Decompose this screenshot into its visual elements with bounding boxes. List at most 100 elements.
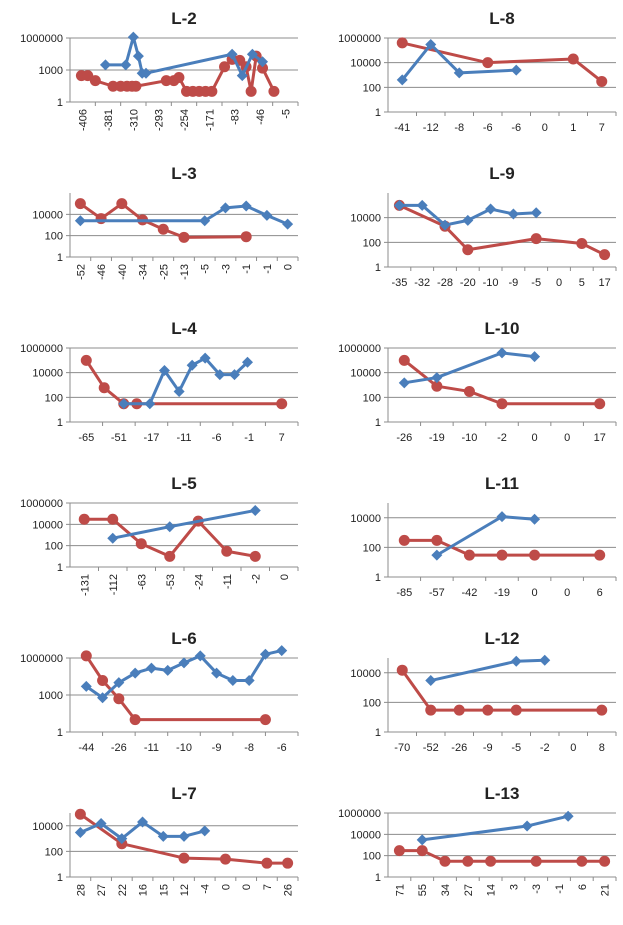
red-point	[282, 857, 294, 869]
x-tick-label: -26	[111, 742, 127, 754]
blue-point	[186, 359, 198, 371]
red-point	[425, 704, 437, 716]
x-tick-label: 71	[394, 884, 406, 896]
y-tick-label: 100	[363, 542, 381, 554]
x-tick-label: 7	[279, 432, 285, 444]
y-tick-label: 100	[45, 392, 63, 404]
x-tick-label: -24	[193, 574, 205, 590]
red-point	[398, 534, 410, 546]
blue-point	[80, 680, 92, 692]
y-tick-label: 1	[57, 872, 63, 884]
y-tick-label: 1000	[39, 65, 63, 77]
y-tick-label: 1	[375, 417, 381, 429]
x-tick-label: -52	[423, 742, 439, 754]
chart-svg: L-6 1 1000 1000000 -44 -26 -11 -10 -9 -8 -6	[20, 629, 299, 754]
blue-series-line	[430, 658, 545, 683]
x-tick-label: 15	[158, 884, 170, 896]
red-series-line	[401, 41, 603, 83]
red-point	[74, 198, 86, 210]
blue-point	[282, 218, 294, 230]
chart-panel: L-6 1 1000 1000000 -44 -26 -11 -10 -9 -8 -6	[0, 620, 300, 770]
blue-point	[120, 59, 132, 71]
y-tick-label: 10000	[350, 668, 381, 680]
blue-point	[507, 208, 519, 220]
chart-title: L-13	[485, 784, 520, 803]
chart-panel: L-3 1 100 10000 -52 -46 -40 -34 -25 -13 -5 -3 -1 -1 0	[0, 155, 300, 305]
chart-panel: L-12 1 100 10000 -70 -52 -26 -9 -5 -2 0 8	[318, 620, 618, 770]
red-point	[95, 213, 107, 225]
x-tick-label: 6	[597, 587, 603, 599]
red-point	[261, 857, 273, 869]
blue-point	[416, 834, 428, 846]
blue-point	[164, 521, 176, 533]
chart-title: L-12	[485, 629, 520, 648]
x-tick-label: -20	[460, 277, 476, 289]
chart-title: L-3	[171, 164, 197, 183]
x-tick-label: -8	[244, 742, 254, 754]
red-point	[98, 382, 110, 394]
red-point	[482, 704, 494, 716]
y-tick-label: 100	[363, 697, 381, 709]
blue-point	[425, 38, 437, 50]
chart-title: L-8	[489, 9, 515, 28]
y-tick-label: 1000000	[20, 33, 63, 45]
chart-svg: L-12 1 100 10000 -70 -52 -26 -9 -5 -2 0 8	[350, 629, 617, 754]
red-point	[78, 513, 90, 525]
x-tick-label: 8	[599, 742, 605, 754]
x-tick-label: 0	[283, 264, 295, 270]
blue-point	[144, 398, 156, 410]
x-tick-label: -35	[391, 277, 407, 289]
blue-point	[158, 364, 170, 376]
red-point	[129, 714, 141, 726]
red-point	[416, 845, 428, 857]
x-tick-label: -41	[394, 122, 410, 134]
red-point	[80, 650, 92, 662]
red-point	[268, 85, 280, 97]
y-tick-label: 100	[363, 237, 381, 249]
y-tick-label: 10000	[350, 513, 381, 525]
blue-point	[118, 398, 130, 410]
blue-point	[393, 199, 405, 211]
blue-point	[137, 816, 149, 828]
x-tick-label: 0	[564, 587, 570, 599]
chart-panel: L-8 1 100 10000 1000000 -41 -12 -8 -6 -6 0 1 7	[318, 0, 618, 150]
blue-series-line	[436, 515, 535, 557]
blue-point	[496, 511, 508, 523]
x-tick-label: -1	[554, 884, 566, 894]
blue-point	[242, 356, 254, 368]
chart-panel: L-13 1 100 10000 1000000 71 55 34 27 14 3 -3 -1 6 21	[318, 775, 618, 925]
x-tick-label: -1	[244, 432, 254, 444]
y-tick-label: 100	[363, 392, 381, 404]
chart-title: L-10	[485, 319, 520, 338]
blue-point	[211, 667, 223, 679]
red-point	[164, 550, 176, 562]
red-point	[257, 62, 269, 74]
red-point	[594, 549, 606, 561]
red-point	[221, 545, 233, 557]
blue-point	[246, 48, 258, 60]
chart-svg: L-9 1 100 10000 -35 -32 -28 -20 -10 -9 -5 0 5 17	[350, 164, 617, 289]
x-tick-label: 0	[570, 742, 576, 754]
x-tick-label: -5	[280, 109, 292, 119]
blue-point	[462, 214, 474, 226]
x-tick-label: -85	[396, 587, 412, 599]
blue-point	[249, 504, 261, 516]
x-tick-label: -65	[78, 432, 94, 444]
x-tick-label: -2	[497, 432, 507, 444]
blue-point	[162, 664, 174, 676]
blue-point	[199, 352, 211, 364]
red-point	[173, 71, 185, 83]
x-tick-label: -12	[423, 122, 439, 134]
y-tick-label: 1000000	[20, 343, 63, 355]
blue-series-line	[422, 814, 569, 842]
red-point	[74, 808, 86, 820]
chart-svg: L-5 1 100 10000 1000000 -131 -112 -63 -53 -24 -11 -…	[20, 474, 299, 596]
blue-point	[259, 648, 271, 660]
blue-point	[107, 532, 119, 544]
y-tick-label: 1000000	[338, 33, 381, 45]
blue-point	[529, 513, 541, 525]
x-tick-label: -40	[117, 264, 129, 280]
chart-svg: L-13 1 100 10000 1000000 71 55 34 27 14 3 -3 -1 6 21	[338, 784, 617, 896]
x-tick-label: 7	[262, 884, 274, 890]
